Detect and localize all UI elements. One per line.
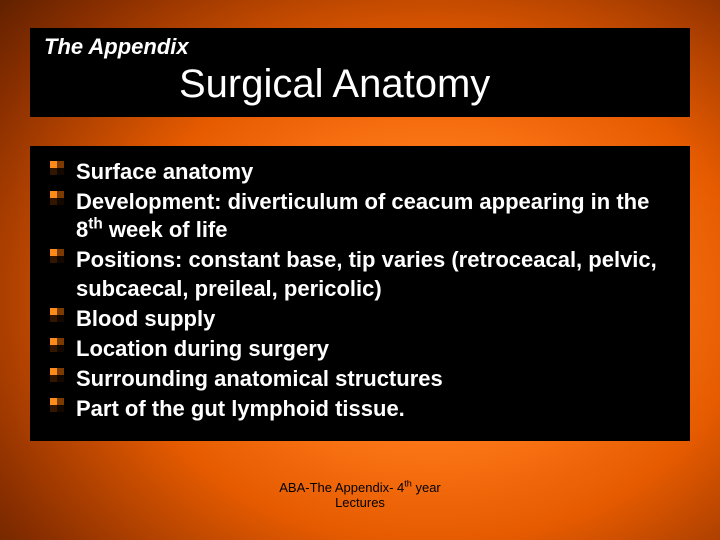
title-block: The Appendix Surgical Anatomy: [30, 28, 690, 117]
bullet-icon: [50, 191, 64, 205]
content-block: Surface anatomy Development: diverticulu…: [30, 146, 690, 441]
list-item: Positions: constant base, tip varies (re…: [50, 246, 670, 302]
list-item-text: Surface anatomy: [76, 159, 253, 184]
bullet-icon: [50, 161, 64, 175]
footer-line-2: Lectures: [0, 495, 720, 510]
slide-title: Surgical Anatomy: [44, 62, 676, 107]
list-item-text: Part of the gut lymphoid tissue.: [76, 396, 405, 421]
bullet-icon: [50, 338, 64, 352]
bullet-icon: [50, 308, 64, 322]
list-item-text: Location during surgery: [76, 336, 329, 361]
list-item: Blood supply: [50, 305, 670, 333]
bullet-icon: [50, 249, 64, 263]
list-item-text: Development: diverticulum of ceacum appe…: [76, 189, 649, 242]
list-item-text: Blood supply: [76, 306, 215, 331]
footer-line-1: ABA-The Appendix- 4th year: [0, 480, 720, 495]
list-item: Development: diverticulum of ceacum appe…: [50, 188, 670, 244]
slide-subtitle: The Appendix: [44, 34, 676, 60]
bullet-list: Surface anatomy Development: diverticulu…: [50, 158, 670, 423]
list-item: Surface anatomy: [50, 158, 670, 186]
list-item: Surrounding anatomical structures: [50, 365, 670, 393]
list-item-text: Surrounding anatomical structures: [76, 366, 443, 391]
bullet-icon: [50, 368, 64, 382]
list-item-text: Positions: constant base, tip varies (re…: [76, 247, 657, 300]
bullet-icon: [50, 398, 64, 412]
list-item: Location during surgery: [50, 335, 670, 363]
footer: ABA-The Appendix- 4th year Lectures: [0, 480, 720, 510]
list-item: Part of the gut lymphoid tissue.: [50, 395, 670, 423]
